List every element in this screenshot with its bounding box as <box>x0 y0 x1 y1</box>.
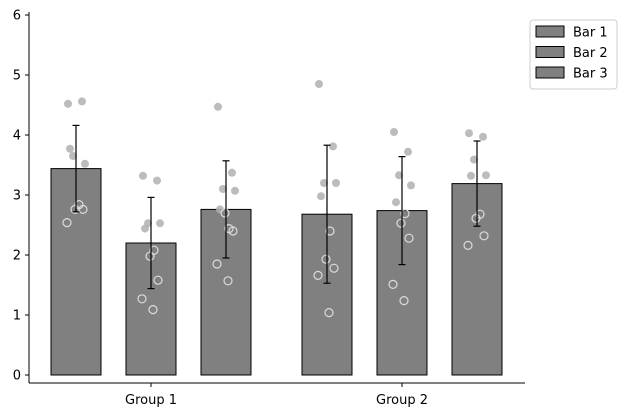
data-point-hollow <box>78 204 88 214</box>
data-point-hollow <box>228 226 238 236</box>
data-point-filled <box>329 142 337 151</box>
data-point-filled <box>315 80 323 88</box>
legend-swatch <box>535 66 565 79</box>
data-point-hollow <box>399 296 409 306</box>
data-point-filled <box>465 129 473 138</box>
data-point-filled <box>214 102 222 111</box>
data-point-filled <box>156 219 164 228</box>
y-tick-label: 6 <box>13 9 21 24</box>
data-point-filled <box>141 224 149 233</box>
data-point-hollow <box>145 251 155 261</box>
data-point-filled <box>66 144 74 153</box>
y-tick-label: 3 <box>13 189 21 204</box>
data-point-filled <box>479 132 487 141</box>
data-point-filled <box>78 97 86 106</box>
data-point-filled <box>219 185 227 193</box>
data-point-filled <box>467 171 475 180</box>
data-point-hollow <box>153 275 163 285</box>
data-point-filled <box>153 176 161 185</box>
data-point-hollow <box>325 226 335 236</box>
data-point-hollow <box>321 254 331 264</box>
data-point-filled <box>81 159 89 168</box>
data-point-filled <box>395 171 403 180</box>
x-tick-label: Group 1 <box>125 393 177 408</box>
data-point-hollow <box>223 276 233 286</box>
legend: Bar 1 Bar 2 Bar 3 <box>529 19 618 90</box>
data-point-filled <box>139 171 147 180</box>
y-tick-label: 0 <box>13 369 21 384</box>
y-tick-label: 2 <box>13 249 21 264</box>
data-point-filled <box>390 128 398 136</box>
y-tick-label: 4 <box>13 129 21 144</box>
data-point-hollow <box>388 279 398 289</box>
y-tick-label: 5 <box>13 69 21 84</box>
data-point-filled <box>407 181 415 190</box>
data-point-hollow <box>471 213 481 223</box>
data-point-hollow <box>313 270 323 280</box>
data-point-hollow <box>148 305 158 315</box>
data-point-filled <box>231 186 239 195</box>
data-point-filled <box>332 179 340 187</box>
data-point-hollow <box>212 259 222 269</box>
legend-swatch <box>535 25 565 38</box>
data-point-hollow <box>220 208 230 218</box>
data-point-filled <box>228 168 236 177</box>
data-point-hollow <box>479 231 489 241</box>
bars <box>50 168 503 376</box>
plot-area: 0 1 2 3 4 5 6 Group 1 Group 2 <box>13 9 525 408</box>
legend-label: Bar 3 <box>573 67 608 82</box>
data-point-hollow <box>463 240 473 250</box>
data-point-hollow <box>324 308 334 318</box>
x-tick-label: Group 2 <box>376 393 428 408</box>
legend-swatch <box>535 46 565 58</box>
data-point-filled <box>216 205 224 214</box>
data-point-filled <box>392 198 400 207</box>
data-point-hollow <box>404 233 414 243</box>
data-point-filled <box>482 171 490 180</box>
data-point-hollow <box>137 294 147 304</box>
data-point-filled <box>64 99 72 108</box>
data-point-filled <box>320 179 328 187</box>
data-point-hollow <box>62 218 72 228</box>
data-point-hollow <box>400 209 410 219</box>
scatter-points <box>62 80 490 318</box>
data-point-filled <box>317 192 325 201</box>
y-tick-label: 1 <box>13 309 21 324</box>
data-point-filled <box>470 155 478 164</box>
legend-label: Bar 1 <box>573 26 608 41</box>
error-bars <box>72 124 481 290</box>
data-point-hollow <box>396 218 406 228</box>
data-point-filled <box>69 152 77 160</box>
data-point-hollow <box>329 263 339 273</box>
data-point-filled <box>404 147 412 156</box>
legend-label: Bar 2 <box>573 46 608 61</box>
